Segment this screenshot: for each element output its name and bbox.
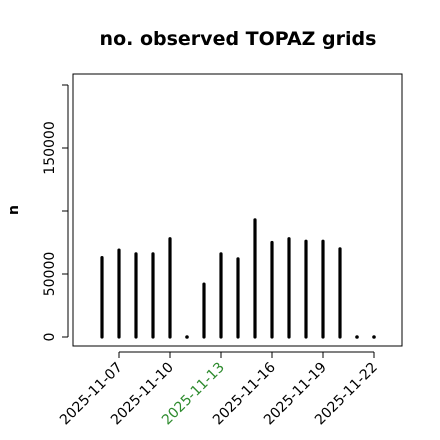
bar (355, 335, 359, 339)
y-axis: 0 50000 150000 (42, 84, 69, 342)
bar (372, 335, 376, 339)
y-tick-label: 150000 (42, 121, 58, 174)
y-axis-label: n (6, 205, 22, 215)
bar (185, 335, 189, 339)
y-tick-label: 50000 (42, 252, 58, 297)
chart-title: no. observed TOPAZ grids (100, 28, 377, 50)
plot-frame (72, 73, 403, 347)
y-tick-label: 0 (42, 333, 58, 342)
x-axis: 2025-11-072025-11-102025-11-132025-11-16… (57, 351, 381, 428)
bars (100, 218, 376, 339)
